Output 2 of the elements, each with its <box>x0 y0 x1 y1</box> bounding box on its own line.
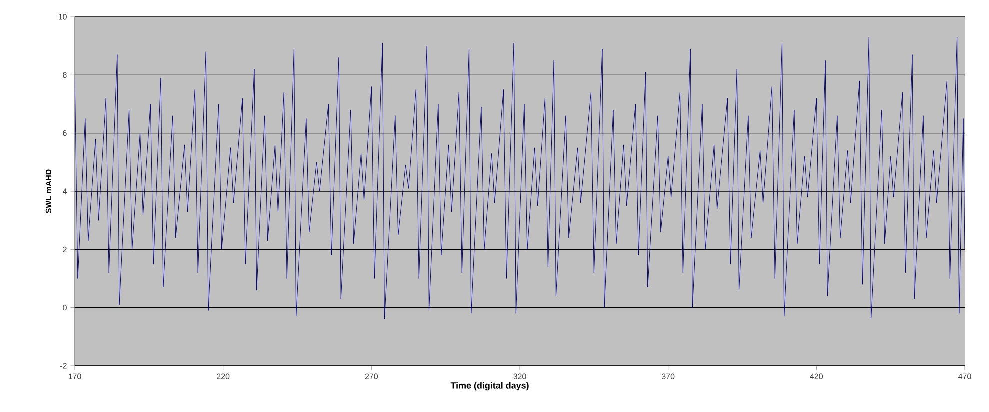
line-series <box>75 37 966 320</box>
x-axis-title: Time (digital days) <box>450 382 529 391</box>
